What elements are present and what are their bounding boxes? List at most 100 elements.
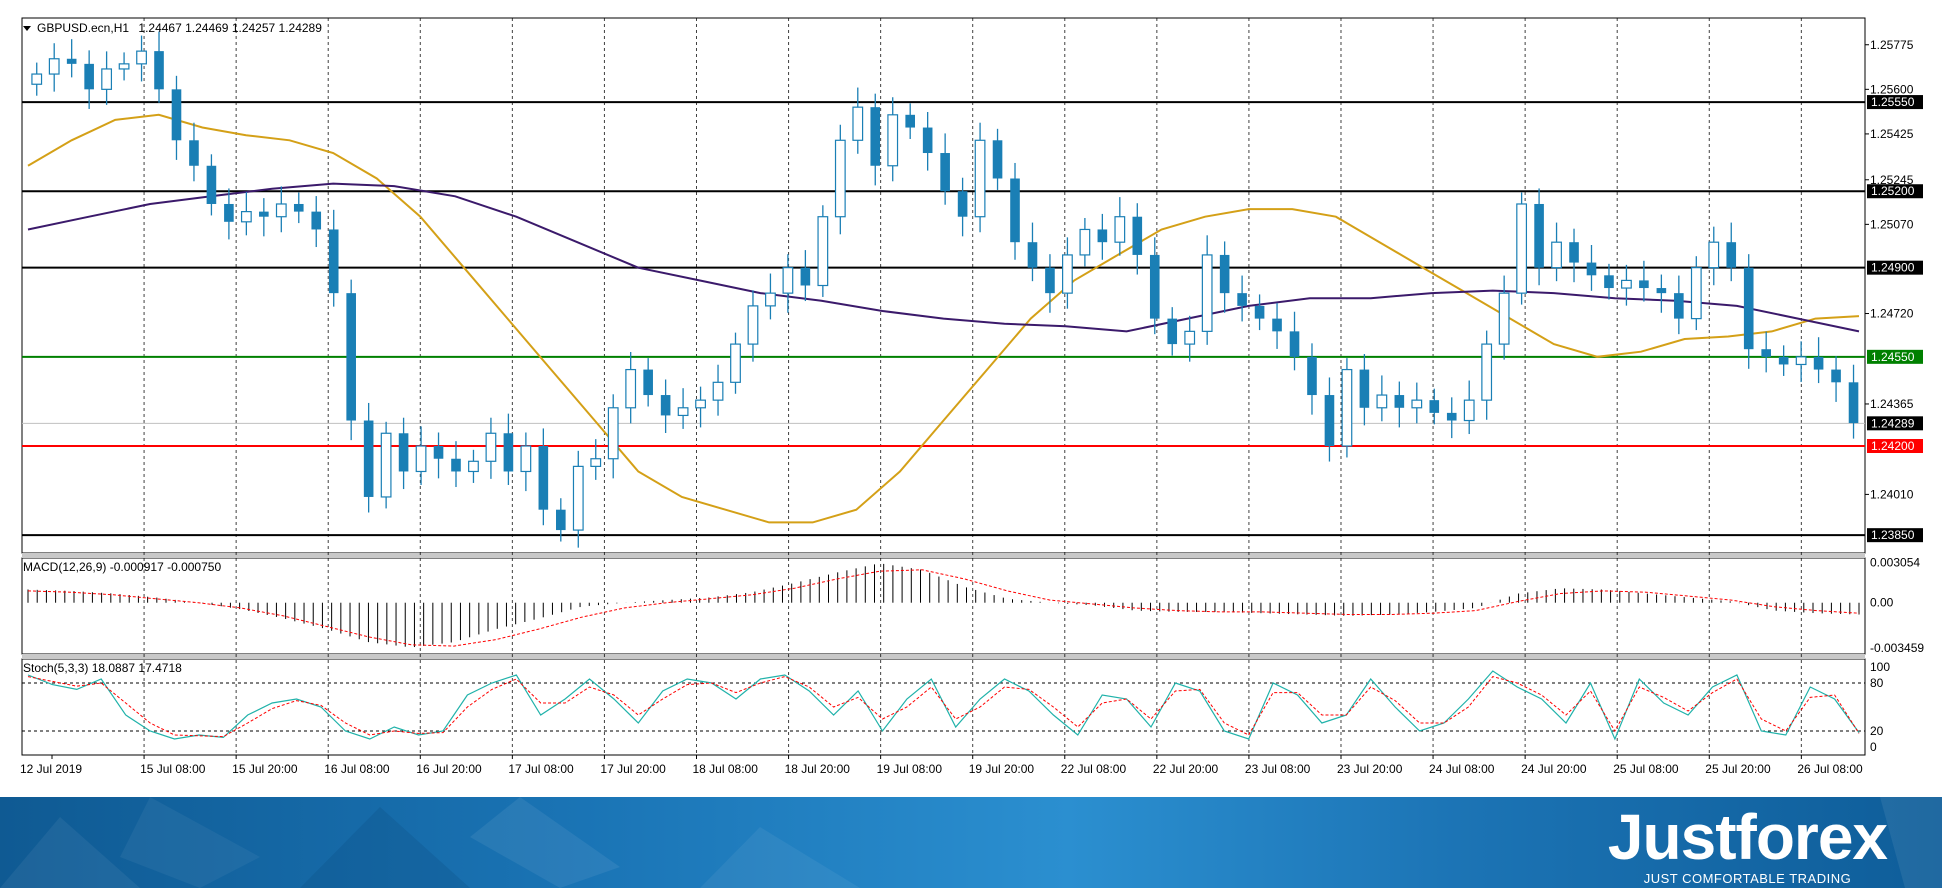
candle-body-bull <box>380 432 392 498</box>
candle-body-bull <box>887 114 899 167</box>
candle-body-bull <box>415 445 427 473</box>
time-label: 22 Jul 08:00 <box>1061 762 1127 776</box>
macd-tick-label: -0.003459 <box>1870 641 1924 655</box>
candle-body-bull <box>485 432 497 462</box>
candle-body-bear <box>1324 395 1335 446</box>
time-label: 24 Jul 08:00 <box>1429 762 1495 776</box>
candle-body-bear <box>1027 242 1038 268</box>
candle-body-bull <box>1481 343 1493 401</box>
candle-body-bear <box>1149 254 1160 319</box>
candle-body-bear <box>1045 267 1055 294</box>
time-label: 17 Jul 08:00 <box>508 762 574 776</box>
macd-signal-line <box>27 569 1860 647</box>
candle-body-bull <box>747 305 759 345</box>
candle-body-bear <box>1639 280 1649 289</box>
candle-body-bull <box>118 63 130 70</box>
footer-decor <box>0 797 1942 888</box>
candle-body-bear <box>1307 356 1317 396</box>
candle-body-bear <box>66 58 77 64</box>
candle-body-bull <box>607 407 619 460</box>
candle-body-bull <box>1184 330 1196 345</box>
candle-body-bear <box>556 509 566 531</box>
stoch-main-line <box>27 670 1860 741</box>
stoch-tick-label: 100 <box>1870 660 1890 674</box>
symbol-dropdown-icon[interactable] <box>23 26 31 31</box>
time-label: 25 Jul 20:00 <box>1705 762 1771 776</box>
ma-fast-line <box>27 113 1860 524</box>
candle-body-bull <box>48 58 60 75</box>
candle-body-bull <box>1551 241 1562 269</box>
stoch-tick-label: 20 <box>1870 724 1884 738</box>
time-label: 26 Jul 08:00 <box>1797 762 1863 776</box>
trading-chart[interactable]: 1.25550 1.25200 1.24900 1.24550 1.24200 1.238… <box>0 0 1942 797</box>
candle-body-bull <box>782 267 794 294</box>
candle-body-bear <box>922 127 933 154</box>
candle-body-bear <box>538 446 549 510</box>
candle-body-bear <box>1254 305 1265 319</box>
level-price-box <box>1867 439 1923 453</box>
horizontal-levels[interactable]: 1.25550 1.25200 1.24900 1.24550 1.24200 1.238… <box>22 95 1923 543</box>
candle-body-bull <box>1690 267 1702 320</box>
candle-body-bull <box>1376 394 1388 409</box>
candle-body-bear <box>154 51 164 90</box>
price-tick-label: 1.24720 <box>1870 307 1914 321</box>
candle-body-bull <box>101 68 113 90</box>
price-tick-label: 1.25245 <box>1870 173 1914 187</box>
price-tick-label: 1.25070 <box>1870 217 1914 231</box>
candle-body-bear <box>1656 288 1667 294</box>
candle-body-bear <box>206 165 217 204</box>
panel-separator <box>22 553 1865 558</box>
candle-body-bear <box>800 267 811 286</box>
candle-body-bear <box>328 229 339 294</box>
panel-frame-1 <box>21 557 1866 655</box>
candle-body-bear <box>905 114 915 128</box>
level-price-label: 1.24550 <box>1871 350 1915 364</box>
time-label: 16 Jul 20:00 <box>416 762 482 776</box>
level-price-label: 1.25550 <box>1871 95 1915 109</box>
moving-averages <box>27 113 1860 524</box>
candlesticks <box>31 31 1859 548</box>
candle-body-bear <box>1132 216 1143 255</box>
candle-body-bear <box>957 191 968 217</box>
time-label: 23 Jul 20:00 <box>1337 762 1403 776</box>
stoch-label: Stoch(5,3,3) 18.0887 17.4718 <box>23 661 182 675</box>
price-tick-label: 1.24365 <box>1870 397 1914 411</box>
candle-body-bear <box>1359 369 1370 408</box>
candle-body-bull <box>572 465 584 531</box>
time-label: 18 Jul 20:00 <box>785 762 851 776</box>
candle-body-bear <box>1778 356 1789 365</box>
candle-body-bear <box>660 395 671 416</box>
svg-text:GBPUSD.ecn,H1 1.24467 1.24: GBPUSD.ecn,H1 1.24467 1.24469 1.24257 1.… <box>37 21 322 35</box>
symbol-label: GBPUSD.ecn,H1 <box>37 21 129 35</box>
candle-body-bear <box>346 293 356 421</box>
macd-tick-label: 0.00 <box>1870 596 1894 610</box>
candle-body-bear <box>1237 293 1247 306</box>
candle-body-bear <box>311 211 322 230</box>
panel-frame-0 <box>21 17 1866 554</box>
time-label: 16 Jul 08:00 <box>324 762 390 776</box>
candle-body-bear <box>1097 229 1108 243</box>
time-label: 19 Jul 08:00 <box>877 762 943 776</box>
stoch-tick-label: 0 <box>1870 740 1877 754</box>
candle-body-bull <box>1062 254 1073 294</box>
macd-label: MACD(12,26,9) -0.000917 -0.000750 <box>23 560 221 574</box>
candle-body-bear <box>363 420 374 497</box>
time-label: 23 Jul 08:00 <box>1245 762 1311 776</box>
candle-body-bull <box>1341 368 1353 447</box>
candle-body-bear <box>1569 242 1579 263</box>
stochastic-panel: 100 80 20 0 <box>22 660 1890 754</box>
candle-body-bear <box>1394 395 1405 408</box>
candle-body-bear <box>171 89 182 141</box>
level-price-label: 1.23850 <box>1871 528 1915 542</box>
candle-body-bull <box>625 368 637 409</box>
price-tick-label: 1.25425 <box>1870 127 1914 141</box>
time-label: 24 Jul 20:00 <box>1521 762 1587 776</box>
candle-body-bull <box>1114 216 1126 243</box>
candle-body-bull <box>136 50 147 65</box>
candle-body-bear <box>1813 356 1824 370</box>
panel-separator <box>22 654 1865 659</box>
candle-body-bear <box>1167 318 1178 345</box>
candle-body-bear <box>940 153 950 192</box>
panel-frame-2 <box>21 658 1866 756</box>
candle-body-bear <box>1289 331 1300 357</box>
